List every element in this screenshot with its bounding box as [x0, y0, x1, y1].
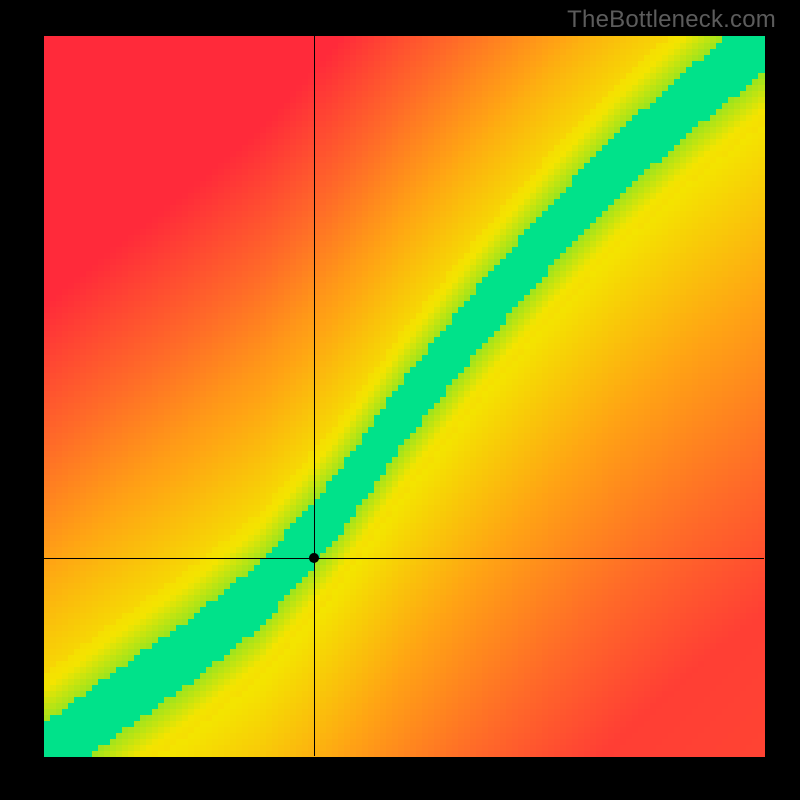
bottleneck-heatmap	[0, 0, 800, 800]
watermark-label: TheBottleneck.com	[567, 6, 776, 34]
chart-container: TheBottleneck.com	[0, 0, 800, 800]
